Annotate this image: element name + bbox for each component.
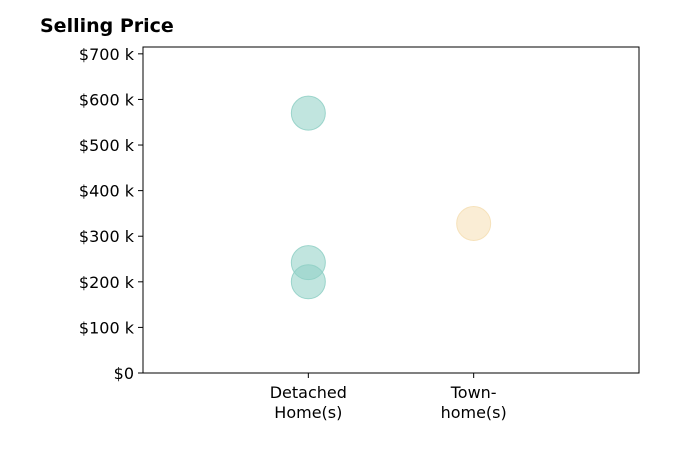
x-tick-label: Town-	[450, 383, 497, 402]
data-point	[290, 95, 326, 131]
y-tick-label: $700 k	[79, 45, 135, 64]
chart-title: Selling Price	[40, 15, 174, 37]
y-tick-label: $300 k	[79, 227, 135, 246]
y-tick-label: $400 k	[79, 182, 135, 201]
y-tick-label: $500 k	[79, 136, 135, 155]
data-points	[290, 95, 492, 300]
data-point	[456, 205, 492, 241]
y-tick-label: $0	[114, 364, 134, 383]
plot-frame	[142, 46, 640, 374]
x-tick-label: Detached	[270, 383, 347, 402]
y-tick-label: $100 k	[79, 318, 135, 337]
y-tick-label: $200 k	[79, 273, 135, 292]
x-tick-label: Home(s)	[274, 403, 342, 422]
y-tick-label: $600 k	[79, 90, 135, 109]
data-point	[290, 264, 326, 300]
y-axis: $0 $100 k $200 k $300 k $400 k $500 k $600 k $7…	[79, 45, 143, 383]
x-tick-label: home(s)	[441, 403, 507, 422]
